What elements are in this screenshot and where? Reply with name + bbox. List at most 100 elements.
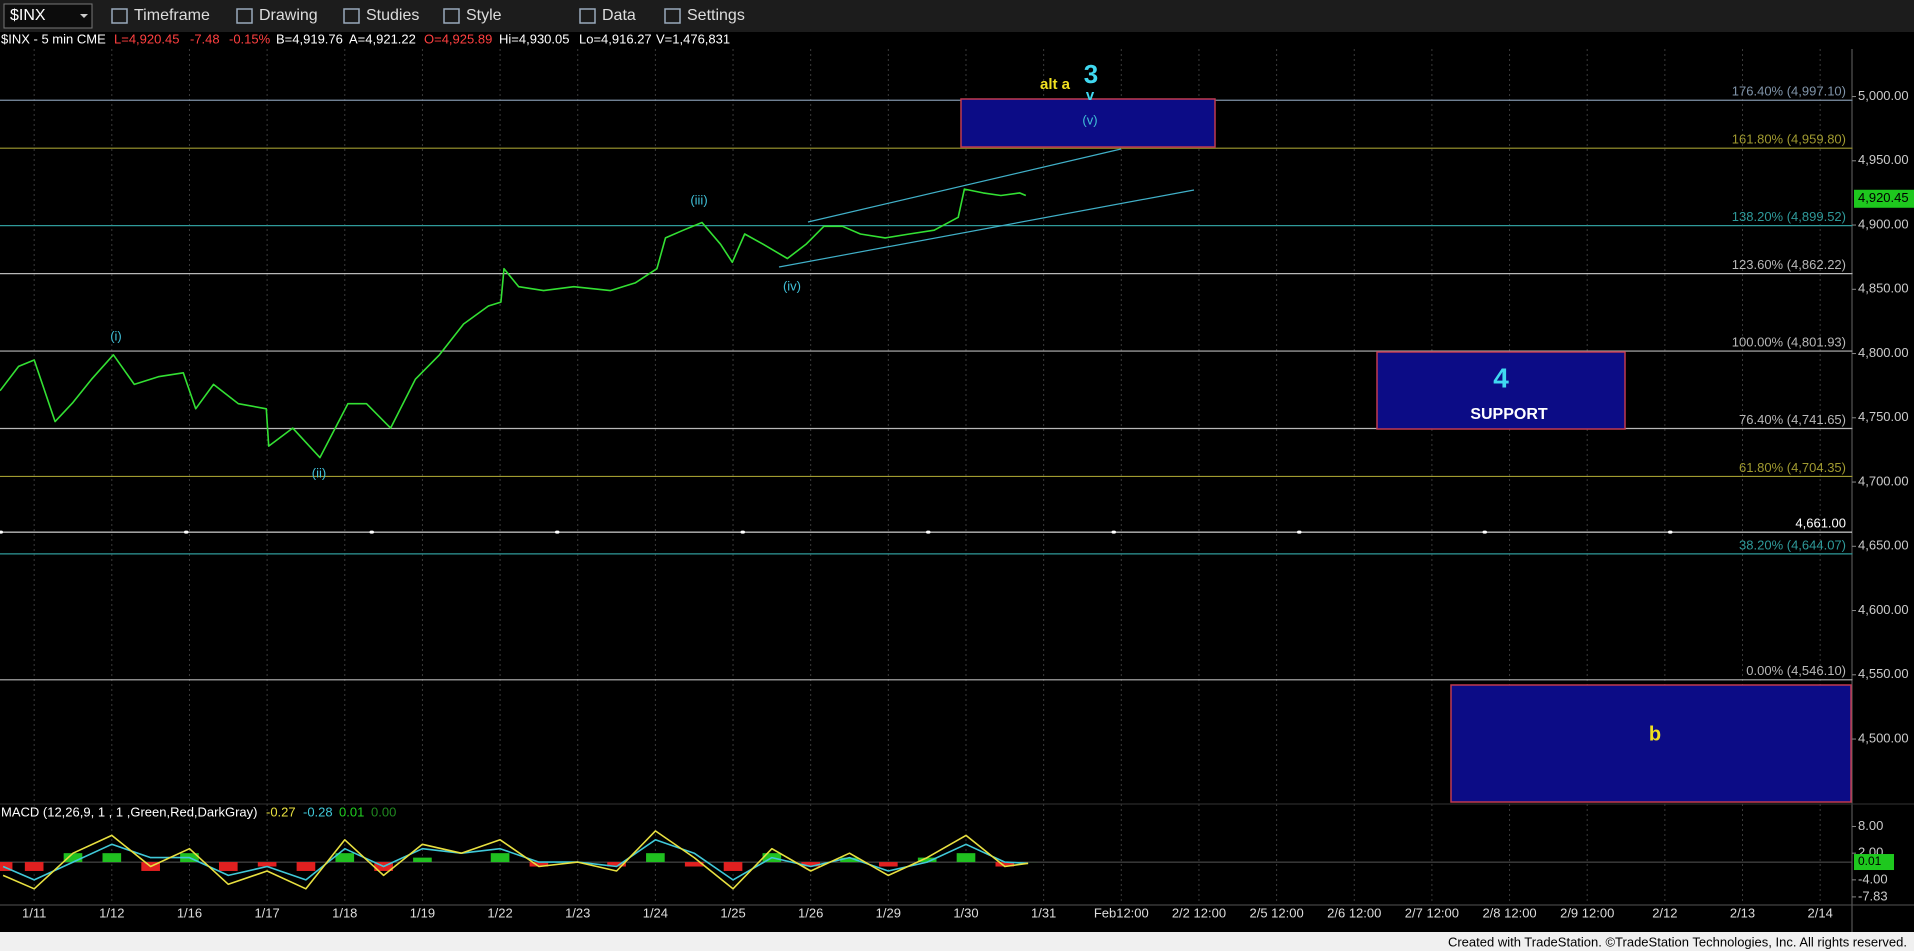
symbol[interactable]: $INX (10, 7, 46, 24)
x-tick-label: 1/23 (565, 905, 590, 920)
histogram-bar (879, 862, 898, 867)
x-tick-label: 1/18 (332, 905, 357, 920)
dropdown-arrow (80, 14, 88, 18)
value-tag (1854, 854, 1894, 871)
indicator-readout: -0.28 (303, 804, 333, 819)
fib-label: 138.20% (4,899.52) (1732, 209, 1846, 224)
wave-label: b (1649, 723, 1661, 745)
fib-label: 76.40% (4,741.65) (1739, 412, 1846, 427)
histogram-bar (0, 862, 13, 871)
series-line (2, 839, 1029, 881)
target-box (960, 98, 1216, 148)
fib-label: 176.40% (4,997.10) (1732, 84, 1846, 99)
series-line (2, 830, 1029, 890)
x-tick-label: 1/30 (953, 905, 978, 920)
y-tick-label: 5,000.00 (1858, 88, 1909, 103)
wave-label: (ii) (312, 465, 326, 480)
toolbar-item[interactable]: Studies (366, 7, 419, 24)
histogram-bar (646, 853, 665, 863)
fib-label: 0.00% (4,546.10) (1746, 663, 1846, 678)
histogram-bar (956, 853, 976, 863)
histogram-bar (102, 853, 122, 863)
x-tick-label: 2/8 12:00 (1482, 905, 1536, 920)
wave-label: v (1086, 87, 1095, 104)
x-tick-label: 1/11 (22, 905, 46, 920)
x-tick-label: 2/12 (1652, 905, 1677, 920)
y-tick-label: 4,750.00 (1858, 409, 1909, 424)
x-tick-label: 1/29 (876, 905, 901, 920)
wave-label: 3 (1084, 59, 1098, 89)
y-tick-label: 4,500.00 (1858, 730, 1909, 745)
x-tick-label: 1/31 (1031, 905, 1056, 920)
toolbar-icon[interactable] (664, 8, 681, 24)
y-tick-label: -7.83 (1858, 888, 1888, 903)
toolbar-icon[interactable] (343, 8, 360, 24)
quote-field: -0.15% (229, 31, 271, 46)
target-box (1376, 351, 1626, 430)
quote-field: B=4,919.76 (276, 31, 343, 46)
quote-field: V=1,476,831 (656, 31, 730, 46)
toolbar-item[interactable]: Drawing (259, 7, 318, 24)
toolbar-item[interactable]: Settings (687, 7, 745, 24)
fib-label: 100.00% (4,801.93) (1732, 334, 1846, 349)
x-tick-label: 1/25 (720, 905, 745, 920)
wave-label: (v) (1082, 112, 1097, 127)
y-tick-label: 4,650.00 (1858, 538, 1909, 553)
x-tick-label: 2/7 12:00 (1405, 905, 1459, 920)
wave-label: (iii) (690, 192, 707, 207)
toolbar-item[interactable]: Style (466, 7, 502, 24)
price-tag (1854, 189, 1914, 208)
quote-field: A=4,921.22 (349, 31, 416, 46)
indicator-readout: 0.01 (339, 804, 364, 819)
quote-bar (0, 32, 1914, 49)
histogram-bar (218, 862, 238, 871)
footer-text: Created with TradeStation. ©TradeStation… (1448, 934, 1907, 949)
histogram-bar (296, 862, 316, 871)
histogram-bar (995, 862, 1015, 867)
series-line (0, 188, 1027, 459)
y-tick-label: 4,850.00 (1858, 281, 1909, 296)
x-tick-label: 1/22 (487, 905, 512, 920)
toolbar-icon[interactable] (579, 8, 596, 24)
x-tick-label: 1/17 (254, 905, 279, 920)
histogram-bar (723, 862, 743, 871)
footer-bar (0, 932, 1914, 951)
quote-field: $INX - 5 min CME (1, 31, 106, 46)
x-tick-label: 2/9 12:00 (1560, 905, 1614, 920)
histogram-bar (840, 857, 859, 863)
toolbar-item[interactable]: Data (602, 7, 636, 24)
toolbar-icon[interactable] (236, 8, 253, 24)
toolbar-icon[interactable] (443, 8, 460, 24)
x-tick-label: 1/16 (177, 905, 202, 920)
wave-label: SUPPORT (1470, 406, 1548, 423)
toolbar-icon[interactable] (111, 8, 128, 24)
wave-label: 4 (1493, 362, 1509, 393)
x-tick-label: 2/2 12:00 (1172, 905, 1226, 920)
quote-field: -7.48 (190, 31, 220, 46)
histogram-bar (63, 853, 83, 863)
fib-label: 161.80% (4,959.80) (1732, 132, 1846, 147)
histogram-bar (917, 857, 937, 863)
trend-line (807, 148, 1122, 223)
wave-label: (i) (110, 328, 122, 343)
histogram-bar (490, 853, 510, 863)
histogram-bar (335, 853, 355, 863)
x-tick-label: 1/26 (798, 905, 823, 920)
histogram-bar (24, 862, 44, 871)
price-tag-label: 4,920.45 (1858, 190, 1909, 205)
y-tick-label: 4,800.00 (1858, 345, 1909, 360)
toolbar-item[interactable]: Timeframe (134, 7, 210, 24)
y-tick-label: 4,900.00 (1858, 216, 1909, 231)
quote-field: Hi=4,930.05 (499, 31, 569, 46)
x-tick-label: 1/12 (99, 905, 124, 920)
histogram-bar (801, 862, 821, 867)
x-tick-label: 1/19 (410, 905, 435, 920)
histogram-bar (413, 857, 432, 863)
y-tick-label: -4.00 (1858, 871, 1888, 886)
symbol-box[interactable] (3, 3, 93, 29)
indicator-readout: 0.00 (371, 804, 396, 819)
value-tag-label: 0.01 (1858, 854, 1882, 868)
y-tick-label: 4,550.00 (1858, 666, 1909, 681)
histogram-bar (257, 862, 277, 867)
